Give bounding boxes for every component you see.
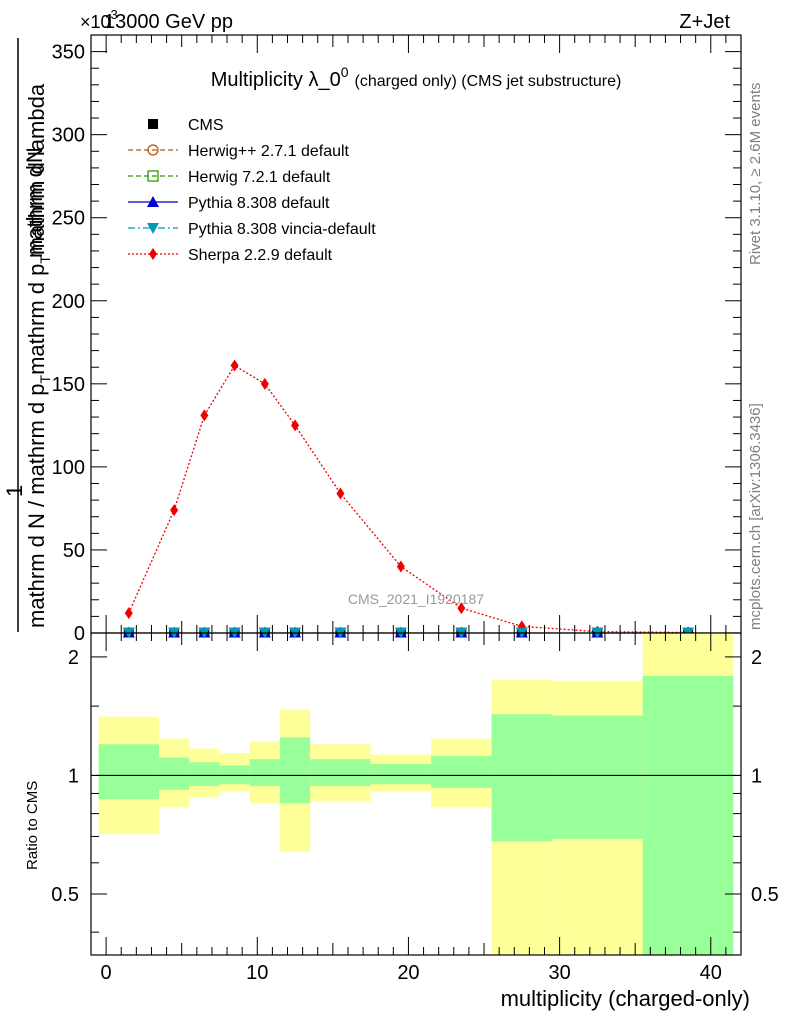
sherpa-data-point <box>230 359 239 372</box>
legend-label: Herwig 7.2.1 default <box>188 169 331 186</box>
legend-marker <box>148 119 158 129</box>
ratio-panel-frame <box>90 632 742 956</box>
ratio-bands <box>98 633 734 955</box>
ratio-stat-band <box>552 715 643 839</box>
energy-label: 13000 GeV pp <box>104 11 233 33</box>
ratio-stat-band <box>159 757 190 790</box>
sherpa-series-line <box>128 364 689 634</box>
legend-entry: CMS <box>148 117 224 134</box>
sherpa-data-point <box>336 487 345 500</box>
legend-marker <box>147 196 159 207</box>
y-axis-title-denominator: mathrm d N / mathrm d pTmathrm d pTmathr… <box>24 83 53 628</box>
legend: CMS Herwig++ 2.7.1 default Herwig 7.2.1 de… <box>128 117 376 264</box>
legend-marker <box>149 248 157 260</box>
ratio-stat-band <box>189 762 220 787</box>
x-tick-label: 20 <box>397 962 419 984</box>
mcplots-label: mcplots.cern.ch [arXiv:1306.3436] <box>747 403 764 630</box>
legend-label: Pythia 8.308 vincia-default <box>188 221 376 238</box>
ratio-stat-band <box>249 759 280 787</box>
y-axis-title-one: 1 <box>2 485 27 497</box>
y-tick-label: 50 <box>63 540 85 562</box>
sherpa-data-point <box>170 504 179 517</box>
y-tick-label: 200 <box>52 291 85 313</box>
ratio-y-tick-label: 1 <box>68 765 79 787</box>
legend-marker <box>147 223 159 234</box>
ratio-stat-band <box>370 763 432 785</box>
legend-marker <box>147 170 159 182</box>
x-tick-label: 30 <box>548 962 570 984</box>
y-tick-label: 350 <box>52 42 85 64</box>
ratio-stat-band <box>98 744 160 800</box>
ratio-y-ticks: 0.5 0.5 1 1 2 2 <box>51 647 779 933</box>
ratio-stat-band <box>642 675 734 955</box>
ratio-y-tick-label: 2 <box>68 647 79 669</box>
y-tick-label: 250 <box>52 208 85 230</box>
ratio-y-tick-label: 0.5 <box>51 884 79 906</box>
x-axis-title: multiplicity (charged-only) <box>501 986 750 1011</box>
main-plot-area <box>122 359 695 639</box>
ratio-y-tick-label-right: 1 <box>751 765 762 787</box>
x-tick-label: 10 <box>246 962 268 984</box>
process-label: Z+Jet <box>679 11 730 33</box>
ratio-x-ticks: 0 10 20 30 40 <box>90 633 742 984</box>
legend-entry: Pythia 8.308 default <box>128 195 330 212</box>
legend-entry: Herwig 7.2.1 default <box>128 169 331 186</box>
sherpa-data-point <box>457 602 466 615</box>
y-exponent-label: ×103 <box>80 7 118 32</box>
main-y-axis-title: mathrm dN 1 mathrm d N / mathrm d pTmath… <box>2 38 53 632</box>
analysis-watermark: CMS_2021_I1920187 <box>348 591 484 607</box>
y-tick-label: 150 <box>52 374 85 396</box>
legend-entry: Herwig++ 2.7.1 default <box>128 143 350 160</box>
legend-label: Pythia 8.308 default <box>188 195 330 212</box>
ratio-panel: 0.5 0.5 1 1 2 2 0 10 20 30 40 <box>51 632 779 984</box>
sherpa-data-point <box>291 419 300 432</box>
sherpa-data-point <box>396 560 405 573</box>
main-x-ticks <box>90 35 742 633</box>
ratio-y-tick-label-right: 0.5 <box>751 884 779 906</box>
chart-title: Multiplicity λ_00(charged only) (CMS jet… <box>211 64 622 91</box>
legend-label: Herwig++ 2.7.1 default <box>188 143 350 160</box>
sherpa-data-point <box>200 409 209 422</box>
y-axis-title-numerator: mathrm dN <box>22 147 47 258</box>
main-y-ticks: 0 50 100 150 200 250 300 350 <box>52 42 741 645</box>
x-tick-label: 0 <box>101 962 112 984</box>
ratio-stat-band <box>491 714 553 842</box>
ratio-y-axis-title: Ratio to CMS <box>24 781 41 870</box>
ratio-stat-band <box>431 756 492 788</box>
x-tick-label: 40 <box>700 962 722 984</box>
legend-label: Sherpa 2.2.9 default <box>188 247 333 264</box>
rivet-version-label: Rivet 3.1.10, ≥ 2.6M events <box>747 83 764 266</box>
legend-marker <box>147 144 159 156</box>
y-tick-label: 100 <box>52 457 85 479</box>
main-panel: 0 50 100 150 200 250 300 350 Multiplicity λ_00(… <box>52 34 742 645</box>
sherpa-data-point <box>260 377 269 390</box>
sherpa-data-point <box>124 607 133 620</box>
ratio-stat-band <box>279 737 311 804</box>
y-tick-label: 0 <box>74 623 85 645</box>
y-tick-label: 300 <box>52 125 85 147</box>
legend-entry: Sherpa 2.2.9 default <box>128 247 333 264</box>
legend-entry: Pythia 8.308 vincia-default <box>128 221 376 238</box>
legend-label: CMS <box>188 117 224 134</box>
ratio-stat-band <box>310 759 371 787</box>
ratio-y-tick-label-right: 2 <box>751 647 762 669</box>
